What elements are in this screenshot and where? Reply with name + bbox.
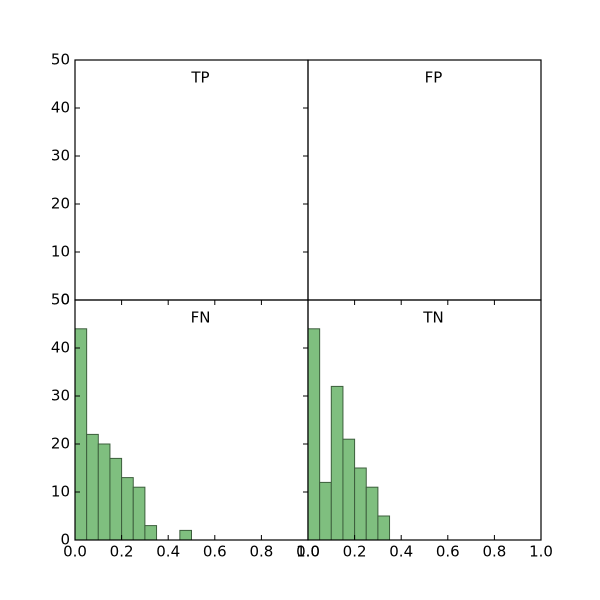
x-tick-label: 1.0 [529, 543, 553, 561]
y-tick-label: 10 [51, 483, 70, 501]
y-tick-label: 20 [51, 195, 70, 213]
panel-title: FN [191, 309, 211, 327]
histogram-bar [319, 481, 332, 541]
histogram-bar [342, 438, 356, 541]
x-tick-label: 0.2 [343, 543, 367, 561]
x-tick-label: 0.8 [482, 543, 506, 561]
x-tick-label: 1.0 [296, 543, 320, 561]
panel-title: TP [190, 69, 209, 87]
x-tick-label: 0.0 [296, 543, 320, 561]
x-tick-label: 0.8 [249, 543, 273, 561]
histogram-bar [354, 467, 367, 541]
x-tick-label: 0.6 [203, 543, 227, 561]
histogram-bar [74, 328, 88, 541]
panel-frame [307, 299, 542, 541]
histogram-bar [121, 477, 134, 541]
y-tick-label: 0 [60, 531, 70, 549]
y-tick-label: 30 [51, 147, 70, 165]
histogram-bar [86, 433, 99, 541]
histogram-bar [179, 529, 193, 541]
y-tick-label: 50 [51, 291, 70, 309]
x-tick-label: 0.4 [156, 543, 180, 561]
histogram-bar [377, 515, 391, 541]
histogram-bar [97, 443, 111, 541]
x-tick-label: 0.0 [63, 543, 87, 561]
histogram-bar [330, 385, 344, 541]
y-tick-label: 0 [60, 291, 70, 309]
y-tick-label: 50 [51, 51, 70, 69]
x-tick-label: 0.4 [389, 543, 413, 561]
y-tick-label: 40 [51, 99, 70, 117]
panel-title: FP [425, 69, 443, 87]
histogram-bar [144, 525, 158, 541]
panel-frame [307, 59, 542, 301]
histogram-bar [132, 486, 146, 541]
y-tick-label: 30 [51, 387, 70, 405]
x-tick-label: 0.6 [436, 543, 460, 561]
y-tick-label: 20 [51, 435, 70, 453]
histogram-bar [365, 486, 379, 541]
x-tick-label: 0.2 [110, 543, 134, 561]
histogram-bar [307, 328, 321, 541]
panel-title: TN [422, 309, 443, 327]
histogram-bar [109, 457, 123, 541]
y-tick-label: 10 [51, 243, 70, 261]
panel-frame [74, 59, 309, 301]
y-tick-label: 40 [51, 339, 70, 357]
